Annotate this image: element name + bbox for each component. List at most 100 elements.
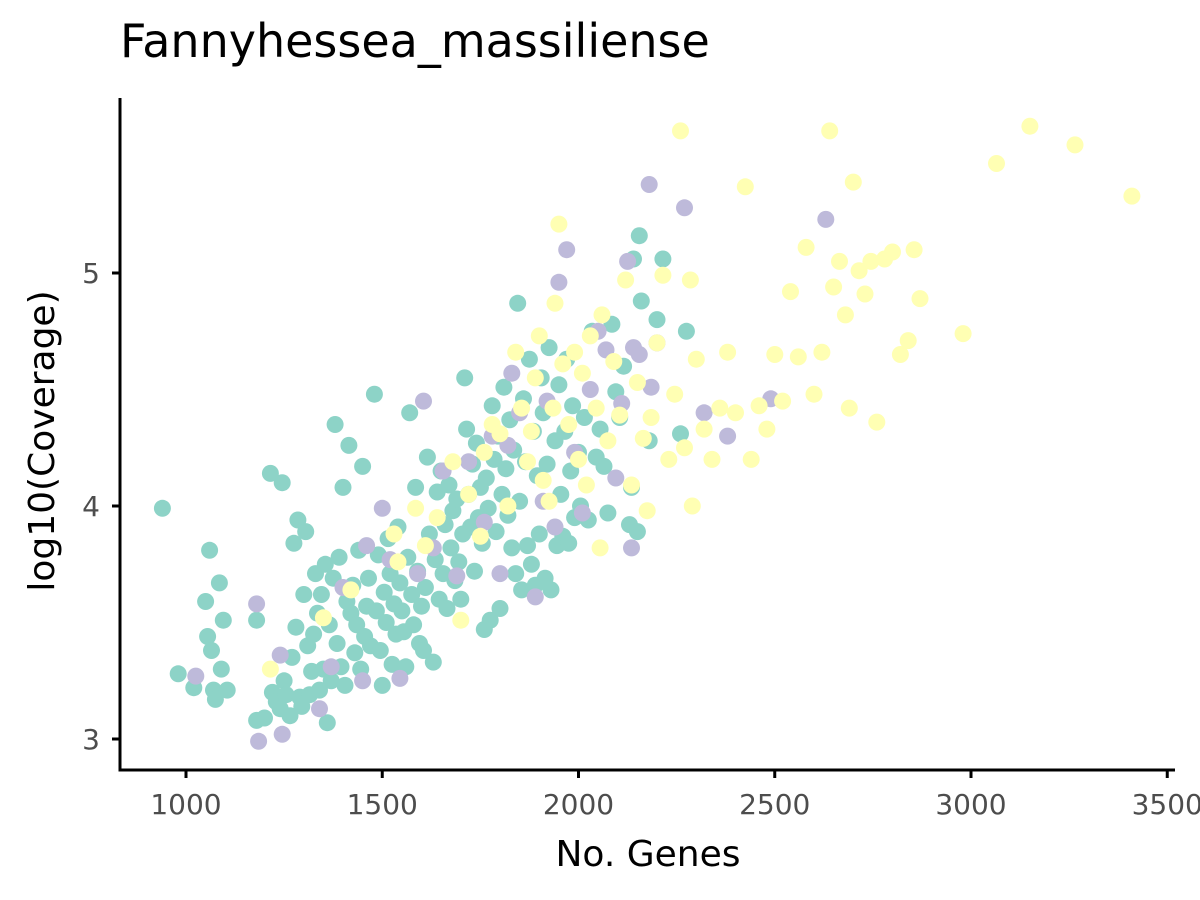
data-point — [546, 294, 564, 312]
data-point — [544, 399, 562, 417]
data-point — [444, 453, 462, 471]
data-point — [416, 537, 434, 555]
data-point — [487, 523, 505, 541]
data-point — [550, 376, 568, 394]
data-point — [483, 397, 501, 415]
data-point — [210, 574, 228, 592]
data-point — [844, 173, 862, 191]
data-point — [499, 497, 517, 515]
data-point — [503, 364, 521, 382]
data-point — [295, 586, 313, 603]
data-point — [560, 534, 578, 552]
data-point — [642, 378, 660, 396]
data-point — [403, 586, 421, 603]
data-point — [312, 586, 330, 603]
data-point — [389, 553, 407, 571]
data-point — [365, 385, 383, 403]
data-point — [648, 334, 666, 352]
data-point — [554, 355, 572, 373]
x-tick-label: 2500 — [739, 788, 810, 821]
data-point — [683, 497, 701, 515]
data-point — [605, 353, 623, 370]
data-point — [642, 409, 660, 426]
data-point — [442, 539, 460, 557]
data-point — [628, 523, 646, 541]
data-point — [256, 709, 273, 727]
data-point — [862, 252, 880, 270]
data-point — [758, 420, 776, 438]
data-point — [491, 600, 509, 617]
data-point — [460, 485, 478, 503]
data-point — [840, 399, 858, 417]
data-point — [672, 425, 689, 443]
data-point — [475, 513, 493, 531]
data-point — [750, 397, 768, 415]
data-point — [530, 525, 548, 543]
data-point — [373, 499, 391, 517]
data-point — [513, 581, 531, 599]
data-point — [677, 322, 695, 340]
data-point — [153, 499, 171, 517]
data-point — [638, 502, 656, 520]
data-point — [334, 478, 352, 496]
data-point — [491, 565, 509, 583]
data-point — [212, 660, 230, 678]
data-point — [214, 611, 232, 629]
data-point — [831, 252, 848, 270]
data-point — [273, 474, 291, 492]
data-point — [654, 250, 672, 268]
data-point — [570, 450, 587, 468]
data-point — [391, 574, 409, 592]
x-tick-label: 2000 — [543, 788, 614, 821]
data-point — [336, 676, 354, 694]
data-point — [573, 504, 591, 522]
data-point — [354, 672, 372, 690]
data-point — [856, 285, 874, 303]
data-point — [817, 210, 835, 228]
data-point — [452, 611, 470, 629]
data-point — [564, 397, 582, 415]
data-point — [375, 583, 393, 601]
data-point — [503, 539, 521, 557]
data-point — [727, 404, 744, 422]
data-point — [311, 700, 328, 718]
data-point — [1123, 187, 1141, 205]
data-point — [277, 686, 295, 704]
data-point — [318, 714, 336, 732]
data-point — [391, 669, 409, 687]
data-point — [550, 215, 568, 233]
data-point — [248, 595, 266, 613]
data-point — [522, 422, 540, 440]
data-point — [481, 611, 499, 629]
data-point — [911, 290, 929, 308]
data-point — [640, 176, 658, 193]
data-point — [540, 492, 558, 510]
data-point — [261, 464, 279, 482]
data-point — [367, 602, 385, 620]
data-point — [169, 665, 187, 683]
data-point — [466, 562, 483, 580]
data-point — [711, 399, 729, 417]
data-point — [628, 374, 646, 391]
data-point — [418, 448, 436, 466]
data-point — [495, 378, 513, 396]
data-point — [415, 642, 432, 659]
data-point — [789, 348, 807, 366]
data-point — [440, 476, 458, 494]
data-point — [825, 278, 843, 296]
data-point — [475, 443, 493, 461]
data-point — [479, 499, 497, 517]
data-point — [660, 450, 678, 468]
data-point — [1021, 117, 1039, 135]
data-point — [450, 553, 468, 571]
data-point — [261, 660, 279, 678]
data-point — [409, 565, 427, 583]
data-point — [187, 667, 205, 685]
data-point — [591, 539, 609, 557]
data-point — [428, 509, 446, 527]
data-point — [599, 432, 617, 450]
data-point — [322, 672, 340, 690]
data-point — [416, 579, 434, 596]
data-point — [623, 539, 640, 557]
